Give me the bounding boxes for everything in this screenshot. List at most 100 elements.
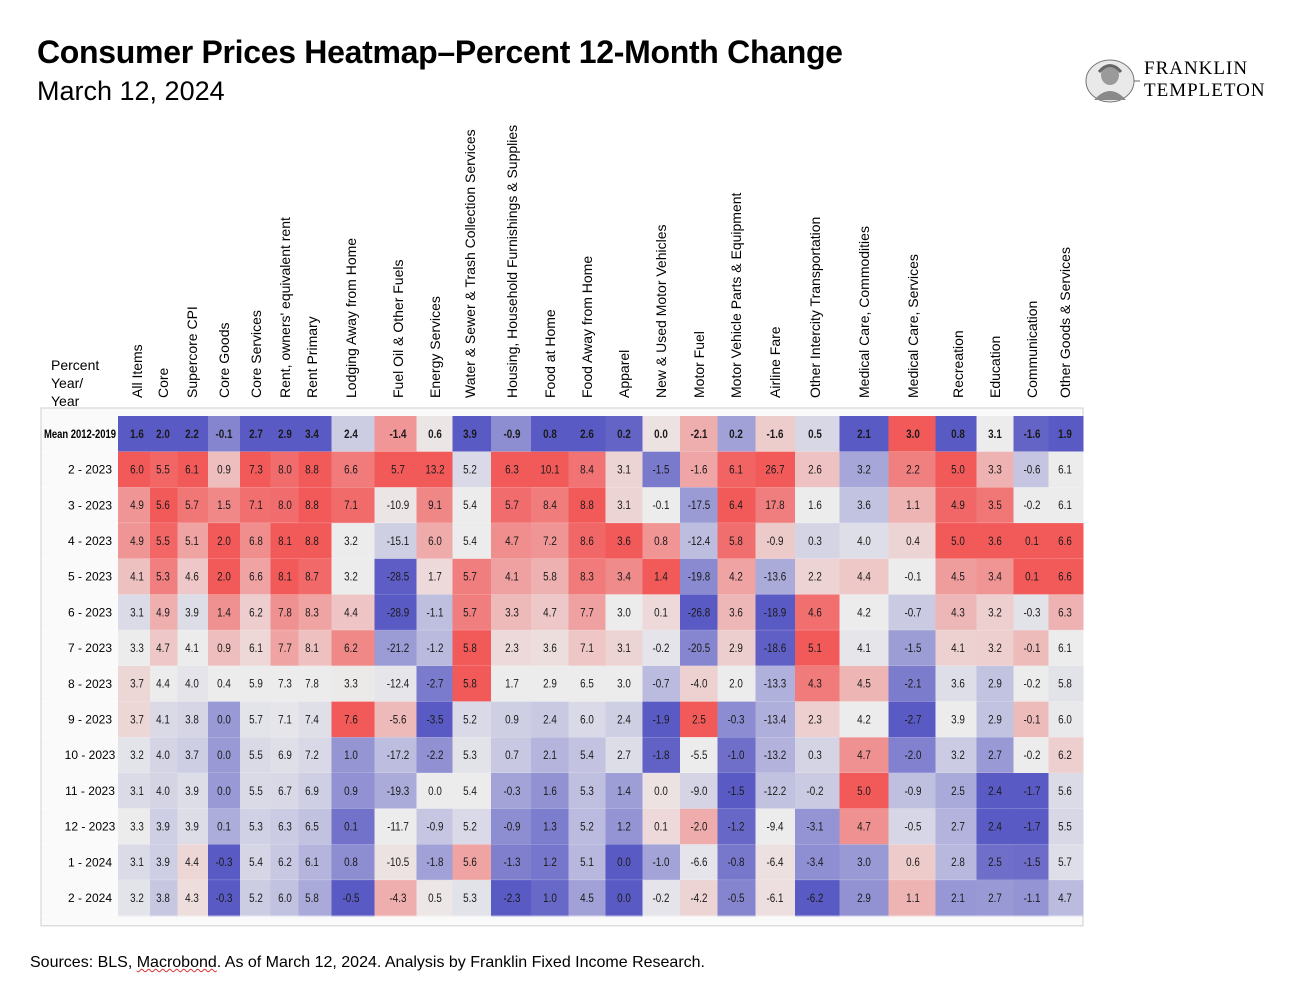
heatmap-cell — [935, 594, 977, 631]
row-label: 4 - 2023 — [68, 534, 112, 548]
heatmap-cell — [680, 630, 718, 667]
cell-value: 3.0 — [617, 607, 631, 620]
cell-value: -0.9 — [427, 821, 444, 834]
cell-value: 2.9 — [857, 892, 871, 905]
cell-value: 5.5 — [249, 785, 263, 798]
heatmap-cell — [568, 416, 606, 453]
heatmap-cell — [270, 773, 299, 810]
heatmap-cell — [298, 523, 332, 560]
heatmap-cell — [298, 487, 332, 524]
cell-value: -0.3 — [216, 892, 233, 905]
heatmap-cell — [839, 523, 889, 560]
cell-value: 3.6 — [988, 535, 1002, 548]
heatmap-cell — [935, 630, 977, 667]
heatmap-cell — [452, 773, 492, 810]
heatmap-cell — [935, 416, 977, 453]
cell-value: 7.2 — [305, 749, 319, 762]
heatmap-cell — [491, 665, 532, 703]
heatmap-cell — [1013, 558, 1049, 595]
heatmap-cell — [118, 451, 151, 488]
heatmap-cell — [298, 701, 332, 738]
heatmap-cell — [717, 416, 756, 453]
cell-value: 0.0 — [428, 785, 442, 798]
cell-value: 1.0 — [344, 749, 358, 762]
cell-value: 4.7 — [857, 821, 871, 834]
heatmap-cell — [331, 451, 375, 488]
cell-value: -1.0 — [728, 749, 745, 762]
cell-value: -0.2 — [807, 785, 824, 798]
heatmap-cell — [270, 737, 299, 774]
cell-value: 3.9 — [463, 428, 477, 441]
heatmap-cell — [755, 451, 796, 488]
cell-value: 2.7 — [988, 892, 1002, 905]
cell-value: 6.4 — [729, 499, 743, 512]
cell-value: -2.3 — [504, 892, 521, 905]
heatmap-cell — [374, 451, 417, 488]
cell-value: -12.2 — [764, 785, 786, 798]
cell-value: -13.4 — [764, 714, 786, 727]
cell-value: 4.6 — [185, 571, 199, 584]
heatmap-cell — [331, 558, 375, 595]
cell-value: 3.2 — [344, 535, 358, 548]
cell-value: 1.7 — [428, 571, 442, 584]
cell-value: 2.9 — [988, 678, 1002, 691]
cell-value: 5.8 — [463, 678, 477, 691]
heatmap-cell — [568, 737, 606, 774]
cell-value: 0.1 — [1025, 571, 1039, 584]
column-header: Core — [155, 367, 171, 398]
cell-value: 1.0 — [543, 892, 557, 905]
heatmap-cell — [680, 451, 718, 488]
cell-value: 4.7 — [156, 642, 170, 655]
heatmap-cell — [976, 844, 1014, 881]
column-header: Medical Care, Commodities — [856, 226, 872, 398]
cell-value: -4.3 — [390, 892, 407, 905]
heatmap-cell — [1013, 487, 1049, 524]
cell-value: -13.3 — [764, 678, 786, 691]
heatmap-cell — [1048, 594, 1084, 631]
cell-value: 7.3 — [249, 464, 263, 477]
heatmap-cell — [177, 523, 209, 560]
cell-value: 1.5 — [217, 499, 231, 512]
cell-value: 3.3 — [344, 678, 358, 691]
heatmap-cell — [150, 558, 178, 595]
cell-value: 0.3 — [808, 535, 822, 548]
heatmap-cell — [531, 594, 569, 631]
cell-value: 6.1 — [249, 642, 263, 655]
heatmap-cell — [680, 416, 718, 453]
cell-value: 5.1 — [808, 642, 822, 655]
heatmap-cell — [491, 844, 532, 881]
heatmap-cell — [935, 773, 977, 810]
cell-value: 0.4 — [217, 678, 231, 691]
heatmap-cell — [240, 523, 271, 560]
heatmap-cell — [888, 630, 936, 667]
cell-value: 3.8 — [156, 892, 170, 905]
heatmap-cell — [331, 844, 375, 881]
heatmap-cell — [150, 773, 178, 810]
cell-value: 6.9 — [305, 785, 319, 798]
heatmap-cell — [976, 630, 1014, 667]
cell-value: -0.5 — [343, 892, 360, 905]
cell-value: -3.1 — [807, 821, 824, 834]
heatmap-cell — [568, 880, 606, 917]
cell-value: 6.2 — [278, 856, 292, 869]
heatmap-cell — [177, 630, 209, 667]
cell-value: -6.2 — [807, 892, 824, 905]
cell-value: 4.1 — [951, 642, 965, 655]
cell-value: 1.3 — [543, 821, 557, 834]
cell-value: -15.1 — [387, 535, 409, 548]
heatmap-cell — [177, 808, 209, 845]
heatmap-cell — [374, 487, 417, 524]
heatmap-cell — [839, 880, 889, 917]
heatmap-cell — [240, 844, 271, 881]
cell-value: 5.2 — [463, 464, 477, 477]
heatmap-cell — [935, 737, 977, 774]
heatmap-cell — [839, 773, 889, 810]
heatmap-cell — [150, 844, 178, 881]
heatmap-cell — [935, 487, 977, 524]
heatmap-cell — [755, 630, 796, 667]
heatmap-cell — [531, 665, 569, 703]
cell-value: 8.1 — [278, 571, 292, 584]
heatmap-cell — [208, 665, 241, 703]
row-label: 5 - 2023 — [68, 570, 112, 584]
cell-value: 4.2 — [857, 607, 871, 620]
